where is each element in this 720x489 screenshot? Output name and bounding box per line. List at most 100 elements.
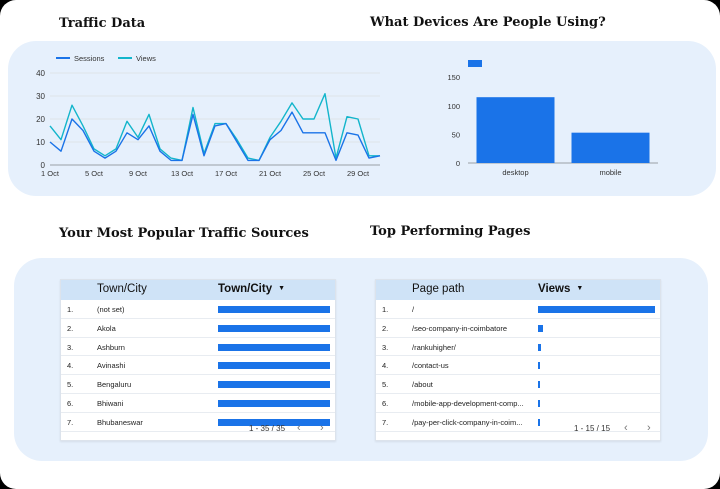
- next-page-icon[interactable]: ›: [647, 422, 651, 434]
- row-index: 4.: [67, 361, 74, 371]
- y-tick-label: 100: [447, 102, 460, 111]
- traffic-sources-title: Your Most Popular Traffic Sources: [59, 226, 309, 241]
- column-header-city-sorted[interactable]: Town/City ▼: [218, 283, 286, 295]
- column-header-views-sorted[interactable]: Views ▼: [538, 283, 584, 295]
- table-row[interactable]: 7. Bhubaneswar: [61, 413, 335, 432]
- table-row[interactable]: 2. Akola: [61, 319, 335, 338]
- row-label: /rankuhigher/: [412, 342, 456, 352]
- row-label: Avinashi: [97, 361, 126, 371]
- x-tick-label: 21 Oct: [259, 169, 282, 178]
- row-label: /mobile-app-development-comp...: [412, 398, 524, 408]
- series-line-sessions: [49, 111, 381, 162]
- row-value-bar: [538, 399, 540, 407]
- legend-label: Sessions: [74, 54, 105, 63]
- row-label: Akola: [97, 323, 116, 333]
- legend-label: Views: [136, 54, 156, 63]
- prev-page-icon[interactable]: ‹: [624, 422, 628, 434]
- row-label: (not set): [97, 305, 125, 314]
- row-index: 7.: [67, 417, 74, 427]
- row-value-bar: [538, 324, 543, 332]
- bar-desktop: [476, 97, 555, 163]
- row-value-bar: [218, 399, 330, 407]
- row-index: 1.: [382, 305, 389, 314]
- traffic-data-title: Traffic Data: [59, 16, 146, 31]
- row-label: /seo-company-in-coimbatore: [412, 323, 508, 333]
- table-row[interactable]: 3. /rankuhigher/: [376, 338, 660, 357]
- table-footer: 1 - 15 / 15 ‹ ›: [376, 416, 660, 440]
- devices-bar-chart[interactable]: 0 50 100 150 desktop mobile: [440, 55, 662, 180]
- table-row[interactable]: 6. /mobile-app-development-comp...: [376, 394, 660, 413]
- row-index: 6.: [67, 398, 74, 408]
- y-tick-label: 0: [41, 161, 46, 170]
- sort-desc-icon: ▼: [278, 285, 286, 292]
- row-label: Bhiwani: [97, 398, 124, 408]
- row-index: 1.: [67, 305, 74, 314]
- row-index: 3.: [67, 342, 74, 352]
- bar-mobile: [571, 132, 650, 163]
- y-tick-label: 30: [36, 92, 45, 101]
- table-row[interactable]: 5. /about: [376, 375, 660, 394]
- table-row[interactable]: 5. Bengaluru: [61, 375, 335, 394]
- traffic-line-chart[interactable]: 0 10 20 30 40 1 Oct 5 Oct 9 Oct 13 Oct 17 Oct 21 O…: [28, 48, 383, 180]
- pagination-label: 1 - 35 / 35: [249, 424, 286, 433]
- row-index: 3.: [382, 342, 389, 352]
- row-value-bar: [538, 418, 540, 426]
- legend-swatch: [468, 60, 482, 67]
- x-tick-label: 29 Oct: [347, 169, 370, 178]
- x-tick-label: 5 Oct: [85, 169, 104, 178]
- table-header: Town/City Town/City ▼: [61, 280, 335, 300]
- column-header-page-path[interactable]: Page path: [412, 283, 465, 295]
- prev-page-icon[interactable]: ‹: [297, 422, 301, 434]
- row-index: 4.: [382, 361, 389, 371]
- table-row[interactable]: 3. Ashburn: [61, 338, 335, 357]
- row-value-bar: [538, 306, 655, 313]
- row-value-bar: [218, 306, 330, 313]
- table-row[interactable]: 2. /seo-company-in-coimbatore: [376, 319, 660, 338]
- y-tick-label: 20: [36, 115, 45, 124]
- row-value-bar: [538, 381, 540, 389]
- x-tick-label: mobile: [599, 168, 621, 177]
- pagination-label: 1 - 15 / 15: [574, 424, 611, 433]
- table-row[interactable]: 4. Avinashi: [61, 356, 335, 376]
- next-page-icon[interactable]: ›: [320, 422, 324, 434]
- row-index: 2.: [67, 323, 74, 333]
- row-value-bar: [218, 343, 330, 351]
- traffic-sources-table: Town/City Town/City ▼ 1. (not set) 2. Akola 3…: [60, 279, 336, 441]
- top-pages-table: Page path Views ▼ 1. / 2. /seo-company-in-co…: [375, 279, 661, 441]
- column-header-city[interactable]: Town/City: [97, 283, 147, 295]
- table-footer: 1 - 35 / 35 ‹ ›: [61, 416, 335, 440]
- row-index: 7.: [382, 417, 389, 427]
- table-row[interactable]: 1. /: [376, 300, 660, 319]
- row-label: /about: [412, 380, 433, 390]
- x-tick-label: 25 Oct: [303, 169, 326, 178]
- table-row[interactable]: 1. (not set): [61, 300, 335, 319]
- row-label: Ashburn: [97, 342, 125, 352]
- row-value-bar: [218, 381, 330, 389]
- row-index: 6.: [382, 398, 389, 408]
- series-line-views: [49, 93, 380, 162]
- x-tick-label: desktop: [502, 168, 528, 177]
- row-label: /: [412, 305, 415, 314]
- table-row[interactable]: 4. /contact-us: [376, 356, 660, 376]
- row-value-bar: [218, 362, 330, 370]
- table-body: 1. / 2. /seo-company-in-coimbatore 3. /rankuh…: [376, 300, 660, 432]
- x-tick-label: 17 Oct: [215, 169, 238, 178]
- table-row[interactable]: 6. Bhiwani: [61, 394, 335, 413]
- y-tick-label: 10: [36, 138, 45, 147]
- row-index: 5.: [67, 380, 74, 390]
- x-tick-label: 1 Oct: [41, 169, 60, 178]
- row-label: /contact-us: [412, 361, 449, 371]
- devices-title: What Devices Are People Using?: [370, 15, 606, 30]
- row-value-bar: [538, 343, 541, 351]
- y-tick-label: 0: [456, 159, 460, 168]
- y-tick-label: 40: [36, 69, 45, 78]
- row-label: Bengaluru: [97, 380, 132, 390]
- x-tick-label: 13 Oct: [171, 169, 194, 178]
- row-index: 2.: [382, 323, 389, 333]
- row-index: 5.: [382, 380, 389, 390]
- table-body: 1. (not set) 2. Akola 3. Ashburn 4. Avinashi 5. B…: [61, 300, 335, 432]
- table-row[interactable]: 7./pay-per-click-company-in-coim...: [376, 413, 660, 432]
- row-value-bar: [538, 362, 541, 370]
- x-tick-label: 9 Oct: [129, 169, 148, 178]
